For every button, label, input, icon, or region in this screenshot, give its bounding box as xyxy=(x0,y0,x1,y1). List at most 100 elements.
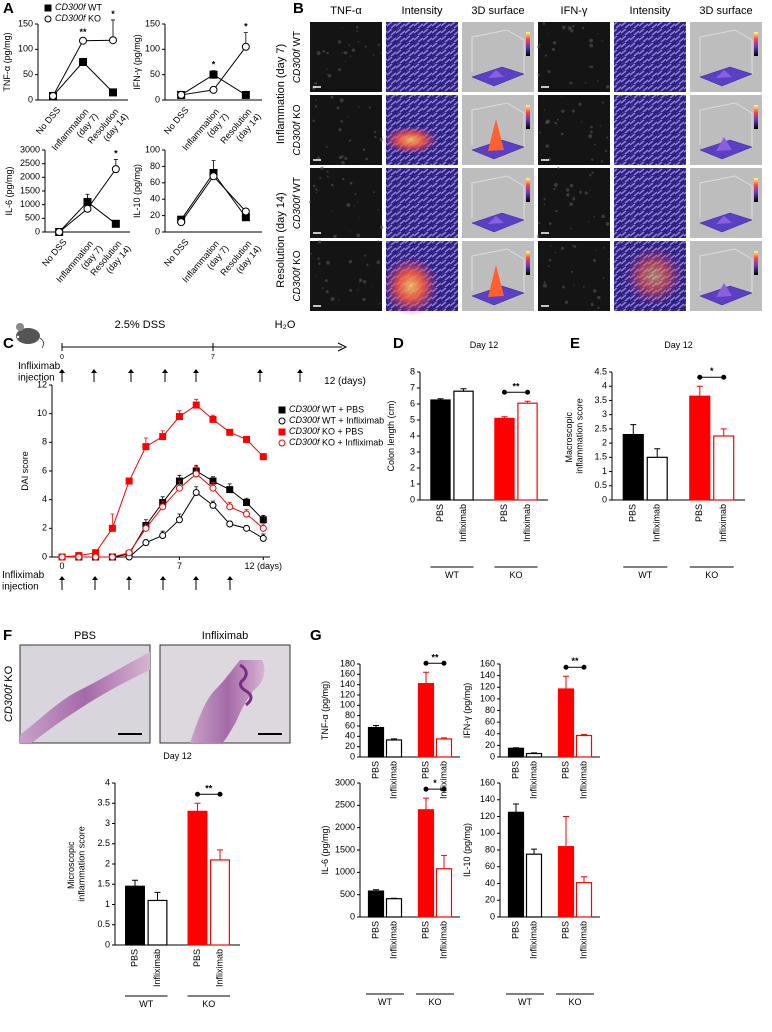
speckle xyxy=(554,183,558,187)
arrow-head xyxy=(162,369,168,373)
panel-letter: E xyxy=(570,335,580,352)
x-tick-label: 12 (days) xyxy=(245,561,283,571)
marker xyxy=(279,407,285,413)
marker xyxy=(160,504,166,510)
x-tick-label: Infliximab xyxy=(458,504,468,542)
speckle xyxy=(597,80,598,81)
marker xyxy=(279,418,285,424)
y-tick-label: 10 xyxy=(37,408,47,418)
y-tick-label: 1 xyxy=(105,899,110,909)
bar xyxy=(559,689,574,757)
y-tick-label: 0 xyxy=(28,94,33,104)
marker xyxy=(244,436,250,442)
group-label: KO xyxy=(705,570,718,580)
bracket-end xyxy=(424,787,429,792)
hot-spot xyxy=(383,256,439,316)
y-tick-label: 100 xyxy=(480,828,495,838)
marker xyxy=(109,525,115,531)
significance: ** xyxy=(571,656,579,666)
y-axis-label: TNF-α (pg/mg) xyxy=(2,32,12,91)
colorbar xyxy=(526,105,530,129)
marker xyxy=(176,517,182,523)
speckle xyxy=(594,310,595,311)
chart-title: Day 12 xyxy=(470,340,499,350)
y-tick-label: 140 xyxy=(480,794,495,804)
y-tick-label: 20 xyxy=(150,210,160,220)
legend-label: CD300f WT xyxy=(55,2,103,12)
speckle xyxy=(332,210,333,211)
speckle xyxy=(605,150,607,152)
marker xyxy=(59,554,65,560)
speckle xyxy=(571,271,573,273)
x-tick-label: No DSS xyxy=(40,237,69,268)
speckle xyxy=(570,184,573,187)
y-tick-label: 1.5 xyxy=(594,452,607,462)
speckle xyxy=(606,222,610,226)
y-tick-label: 0 xyxy=(155,94,160,104)
significance: ** xyxy=(512,381,520,391)
speckle xyxy=(590,126,593,129)
y-tick-label: 2 xyxy=(410,462,415,472)
speckle xyxy=(366,264,368,266)
speckle xyxy=(561,96,562,97)
y-tick-label: 40 xyxy=(485,878,495,888)
arrow-head xyxy=(193,369,199,373)
speckle xyxy=(364,255,366,257)
y-axis-label: IFN-γ (pg/mg) xyxy=(462,683,472,739)
marker xyxy=(110,89,117,96)
bar xyxy=(577,735,592,757)
marker xyxy=(244,525,250,531)
speckle xyxy=(310,211,311,212)
arrow-head xyxy=(91,369,97,373)
speckle xyxy=(318,263,321,266)
legend-label: CD300f KO xyxy=(55,13,101,23)
speckle xyxy=(573,285,574,286)
speckle xyxy=(570,228,571,229)
speckle xyxy=(342,178,344,180)
micrograph xyxy=(538,168,610,238)
y-tick-label: 0 xyxy=(42,551,47,561)
marker xyxy=(126,550,132,556)
speckle xyxy=(377,240,379,242)
y-tick-label: 100 xyxy=(145,144,160,154)
speckle xyxy=(363,280,366,283)
colorbar xyxy=(526,178,530,202)
y-tick-label: 2 xyxy=(105,858,110,868)
speckle xyxy=(572,110,575,113)
marker xyxy=(260,525,266,531)
y-tick-label: 3000 xyxy=(20,144,40,154)
marker xyxy=(260,454,266,460)
speckle xyxy=(330,96,333,99)
x-tick-label: PBS xyxy=(510,921,520,939)
speckle xyxy=(374,136,376,138)
bar xyxy=(437,869,452,917)
speckle xyxy=(590,65,593,68)
speckle xyxy=(566,188,569,191)
intensity-map xyxy=(614,168,686,238)
x-tick-label: PBS xyxy=(420,921,430,939)
speckle xyxy=(549,259,551,261)
speckle xyxy=(356,26,358,28)
significance: ** xyxy=(431,652,439,662)
colorbar xyxy=(754,105,758,129)
marker xyxy=(279,429,285,435)
image-header: Infliximab xyxy=(202,630,248,642)
micrograph xyxy=(310,22,382,92)
speckle xyxy=(537,74,539,76)
speckle xyxy=(554,122,555,123)
speckle xyxy=(326,52,329,55)
y-axis-label: IL-10 (pg/mg) xyxy=(462,823,472,877)
y-tick-label: 100 xyxy=(18,44,33,54)
bracket-end xyxy=(502,390,507,395)
y-tick-label: 20 xyxy=(345,741,355,751)
speckle xyxy=(314,82,317,85)
marker xyxy=(45,5,51,11)
column-header: IFN-γ xyxy=(561,5,588,17)
y-tick-label: 1 xyxy=(602,466,607,476)
error-bar xyxy=(155,892,161,900)
y-tick-label: 1000 xyxy=(335,867,355,877)
injection-arrows xyxy=(59,369,303,382)
bracket-end xyxy=(442,661,447,666)
speckle xyxy=(381,140,382,141)
speckle xyxy=(317,190,318,191)
